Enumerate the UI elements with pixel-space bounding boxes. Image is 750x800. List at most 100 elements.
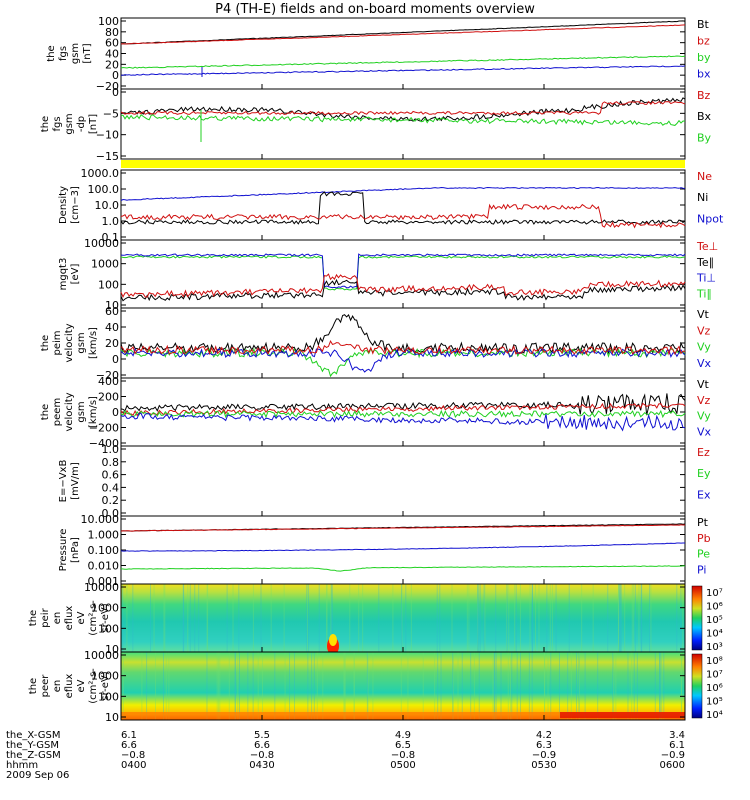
- y-axis-label-line: (cm²-s-: [88, 600, 99, 636]
- y-tick-label: 10000: [84, 237, 119, 250]
- y-axis-label-line: velocity: [64, 323, 75, 362]
- panel-peem_velocity: 400 200 0 −200 −400 the peem velocity gsm [km/s] V…: [40, 375, 712, 450]
- trace-vz-peim: [120, 339, 686, 356]
- legend-entry: Vx: [697, 425, 712, 438]
- colorbar-tick-label: 10⁵: [706, 697, 723, 708]
- y-tick-label: 10.000: [81, 513, 120, 526]
- colorbar-gradient: [691, 653, 703, 719]
- trace-npot: [120, 186, 686, 201]
- y-tick-label: 1.0: [102, 215, 120, 228]
- footer-value-hhmm: 0600: [660, 760, 685, 771]
- footer-value-y_gsm: 6.3: [536, 740, 552, 751]
- legend-entry: Pb: [697, 532, 711, 545]
- spectrogram-image: [121, 652, 685, 720]
- y-tick-label: 40: [105, 48, 119, 61]
- y-axis-label-line: sr-eV): [100, 603, 111, 632]
- y-tick-label: 100.0: [88, 183, 120, 196]
- colorbar: 10⁸ 10⁷ 10⁶ 10⁵ 10⁴: [691, 653, 723, 721]
- trace-vz-peem: [120, 402, 686, 417]
- y-axis-label: Pressure [nPa]: [58, 529, 81, 572]
- footer-value-hhmm: 0430: [249, 760, 274, 771]
- y-axis-label-line: the: [40, 404, 51, 420]
- y-tick-label: 0.6: [102, 469, 120, 482]
- y-axis-label-line: peir: [40, 607, 51, 627]
- panel-frame: [120, 88, 686, 160]
- trace-vy-peem: [120, 409, 686, 419]
- panel-peer_spec: 10⁸ 10⁷ 10⁶ 10⁵ 10⁴ 10000 1000 100 10 the peer en ef…: [28, 649, 723, 724]
- panel-frame: [120, 445, 686, 517]
- y-tick-label: 0: [112, 406, 119, 419]
- y-tick-label: −20: [96, 369, 119, 382]
- panel-efield: 1.00.80.60.40.20.0 E=−VxB [mV/m] Ez Ey Ex: [58, 443, 711, 520]
- y-axis-label-line: [mV/m]: [70, 462, 81, 500]
- legend-entry: Pi: [697, 563, 706, 576]
- y-axis-label-line: (cm²-s-: [88, 668, 99, 704]
- legend-entry: Ex: [697, 488, 711, 501]
- data-quality-bar: [121, 160, 685, 168]
- y-axis-label-line: [km/s]: [88, 327, 99, 359]
- legend-entry: by: [697, 51, 711, 64]
- footer-value-x_gsm: 4.9: [395, 730, 411, 741]
- colorbar-tick-label: 10⁵: [706, 615, 723, 626]
- legend-entry: Vt: [697, 308, 710, 321]
- y-axis-label: E=−VxB [mV/m]: [58, 460, 81, 503]
- y-axis-label-line: [nT]: [82, 43, 93, 63]
- y-axis-label-line: [cm−3]: [70, 186, 81, 224]
- panel-frame: [120, 307, 686, 379]
- y-axis-label: the peem velocity gsm [km/s]: [40, 392, 99, 431]
- footer-row-label: hhmm: [6, 760, 38, 771]
- panel-frame: [120, 17, 686, 90]
- footer-value-x_gsm: 4.2: [536, 730, 552, 741]
- trace-ni: [120, 191, 686, 225]
- legend-entry: Vz: [697, 394, 711, 407]
- footer-row-label: the_Z-GSM: [6, 750, 61, 761]
- trace-ti-par: [120, 255, 686, 291]
- y-tick-label: 60: [105, 37, 119, 50]
- footer-value-hhmm: 0530: [531, 760, 556, 771]
- y-axis-label-line: eflux: [64, 606, 75, 631]
- y-tick-label: 100: [98, 690, 119, 703]
- y-tick-label: 0.8: [102, 456, 120, 469]
- y-axis-label-line: fgs: [58, 46, 69, 61]
- y-tick-label: 0: [112, 69, 119, 82]
- colorbar-tick-label: 10⁴: [706, 629, 723, 640]
- y-axis-label-line: eflux: [64, 674, 75, 699]
- legend-entry: Bz: [697, 89, 711, 102]
- y-tick-label: 1000.0: [81, 167, 120, 180]
- footer-value-x_gsm: 6.1: [121, 730, 137, 741]
- y-tick-label: −5: [103, 107, 119, 120]
- y-tick-label: −15: [96, 150, 119, 163]
- trace-pe: [120, 565, 685, 572]
- y-axis-label-line: eV: [76, 611, 87, 624]
- y-axis-label-line: peem: [52, 398, 63, 426]
- footer-value-z_gsm: −0.8: [121, 750, 145, 761]
- y-tick-label: 10.0: [95, 199, 120, 212]
- y-axis-label-line: Density: [58, 186, 69, 224]
- panel-frame: [120, 169, 686, 241]
- legend-entry: Vt: [697, 378, 710, 391]
- electron-hot-band: [560, 712, 685, 718]
- y-tick-label: 1.0: [102, 443, 120, 456]
- y-tick-label: −10: [96, 129, 119, 142]
- trace-ne: [120, 203, 686, 229]
- y-tick-label: 10000: [84, 581, 119, 594]
- y-tick-label: −200: [89, 422, 119, 435]
- y-axis-label: the fgs gsm -dp [nT]: [40, 113, 99, 134]
- panel-density: 1000.0 100.0 10.0 1.0 0.1 Density [cm−3] Ne Ni Np…: [58, 167, 724, 244]
- colorbar-tick-label: 10⁴: [706, 710, 723, 721]
- footer-value-y_gsm: 6.6: [254, 740, 270, 751]
- y-axis-label-line: fgs: [52, 116, 63, 131]
- footer-value-x_gsm: 5.5: [254, 730, 270, 741]
- legend-entry: Ti⊥: [696, 272, 716, 285]
- y-axis-label-line: velocity: [64, 392, 75, 431]
- y-axis-label-line: the: [28, 678, 39, 694]
- ion-hotspot-core: [329, 634, 337, 646]
- y-axis-label: mgqt3 [eV]: [58, 258, 81, 291]
- y-axis-label-line: gsm: [76, 401, 87, 422]
- y-axis-label-line: sr-eV): [100, 671, 111, 700]
- y-axis-label-line: [nPa]: [70, 537, 81, 563]
- footer-value-z_gsm: −0.8: [391, 750, 415, 761]
- y-axis-label-line: en: [52, 680, 63, 693]
- y-tick-label: 10000: [84, 649, 119, 662]
- footer-value-y_gsm: 6.5: [395, 740, 411, 751]
